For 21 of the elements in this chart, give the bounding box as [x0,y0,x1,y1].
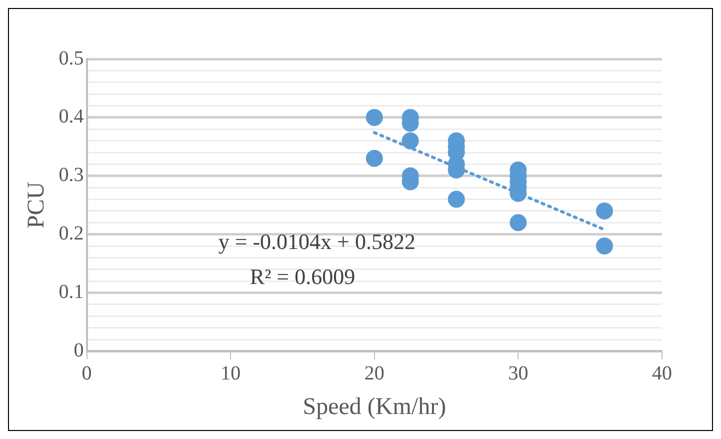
x-tick-label: 30 [508,362,528,384]
y-tick-label: 0.5 [58,47,84,70]
point [596,238,613,255]
y-tick-label: 0.2 [58,222,84,245]
annotation: R² = 0.6009 [250,264,356,289]
x-tick-label: 40 [652,362,672,384]
point [402,132,419,150]
x-tick-label: 10 [220,362,241,384]
y-tick-label: 0.3 [58,164,84,186]
y-axis-title: PCU [24,182,50,228]
point [448,190,465,208]
point [510,214,527,232]
point [366,108,383,126]
point [596,202,613,220]
y-tick-label: 0 [74,339,84,362]
x-axis-title: Speed (Km/hr) [302,394,446,420]
y-tick-label: 0.1 [58,281,84,304]
annotation: y = -0.0104x + 0.5822 [218,228,416,254]
x-tick-label: 20 [364,362,384,384]
y-tick-label: 0.4 [58,106,84,128]
point [366,150,383,167]
